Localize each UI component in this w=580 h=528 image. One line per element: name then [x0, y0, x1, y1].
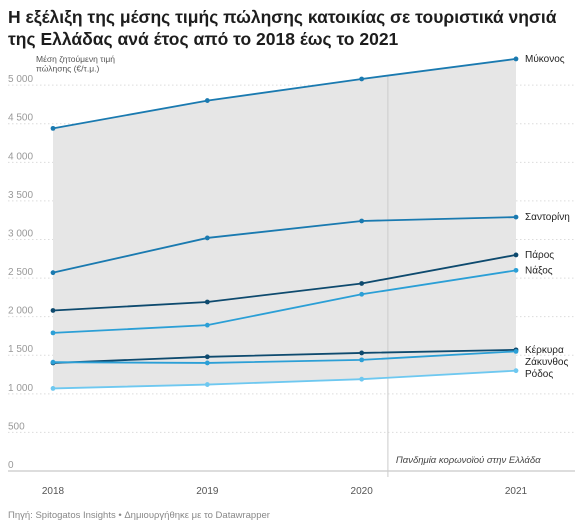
series-end-label: Μύκονος	[525, 53, 565, 65]
data-point	[359, 218, 365, 224]
data-point	[513, 56, 519, 62]
data-point	[513, 368, 519, 374]
y-tick-label: 2 000	[8, 306, 33, 317]
data-point	[204, 382, 210, 387]
range-band	[53, 58, 516, 389]
data-point	[50, 359, 56, 365]
y-tick-label: 3 000	[8, 228, 33, 239]
data-point	[204, 299, 210, 305]
series-labels: Μύκονος Σαντορίνη Πάρος Νάξος ΚέρκυραΖάκυνθο…	[525, 53, 570, 380]
series-end-label: Ρόδος	[525, 368, 553, 380]
series-end-label: Σαντορίνη	[525, 211, 570, 223]
series-end-label: Ζάκυνθος	[525, 356, 568, 368]
y-tick-label: 3 500	[8, 190, 33, 201]
series-end-label: Κέρκυρα	[525, 344, 564, 356]
data-point	[50, 125, 56, 131]
series-layer	[50, 56, 519, 391]
pandemic-annotation: Πανδημία κορωνοϊού στην Ελλάδα	[396, 455, 541, 466]
data-point	[204, 322, 210, 328]
y-tick-label: 4 000	[8, 151, 33, 162]
y-tick-label: 5 000	[8, 74, 33, 85]
series-line	[52, 216, 517, 274]
data-point	[513, 214, 519, 220]
y-axis-title: Μέση ζητούμενη τιμή πώλησης (€/τ.μ.)	[36, 54, 115, 74]
data-point	[359, 357, 365, 363]
data-point	[204, 98, 210, 103]
data-point	[513, 348, 519, 354]
x-tick-label: 2021	[505, 486, 528, 497]
series-line	[52, 58, 517, 130]
series-end-label: Νάξος	[525, 264, 553, 276]
x-tick-label: 2020	[351, 486, 374, 497]
series-line	[52, 369, 517, 390]
y-tick-label: 4 500	[8, 113, 33, 124]
data-point	[359, 281, 365, 286]
annotation-marker: Πανδημία κορωνοϊού στην Ελλάδα	[387, 76, 541, 477]
data-point	[204, 354, 210, 360]
data-point	[359, 376, 365, 382]
data-point	[204, 235, 210, 241]
y-tick-label: 1 500	[8, 344, 33, 355]
data-point	[50, 270, 56, 276]
data-point	[359, 76, 365, 82]
series-line	[52, 348, 517, 364]
chart-title: Η εξέλιξη της μέσης τιμής πώλησης κατοικ…	[8, 7, 557, 49]
data-point	[50, 308, 56, 313]
series-line	[52, 269, 517, 334]
y-tick-label: 2 500	[8, 267, 33, 278]
data-point	[50, 330, 56, 336]
data-point	[359, 350, 365, 356]
data-point	[204, 360, 210, 366]
y-tick-label: 500	[8, 421, 25, 432]
x-axis: 2018 2019 2020 2021	[42, 486, 528, 497]
data-point	[513, 252, 519, 258]
y-tick-label: 0	[8, 460, 14, 471]
series-line	[52, 350, 517, 364]
x-tick-label: 2018	[42, 486, 65, 497]
data-point	[359, 291, 365, 297]
y-axis-label: Μέση ζητούμενη τιμή πώλησης (€/τ.μ.)	[36, 54, 115, 74]
source-note: Πηγή: Spitogatos Insights • Δημιουργήθηκ…	[8, 510, 270, 521]
data-point	[513, 267, 519, 273]
series-end-label: Πάρος	[525, 249, 554, 261]
data-point	[50, 386, 56, 391]
x-tick-label: 2019	[196, 486, 219, 497]
series-line	[52, 254, 517, 312]
y-tick-label: 1 000	[8, 383, 33, 394]
